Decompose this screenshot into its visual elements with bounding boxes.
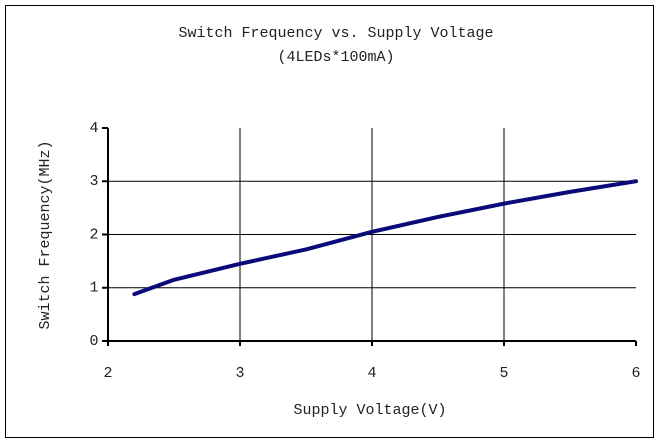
y-tick-label: 1 — [89, 280, 98, 297]
y-tick-label: 3 — [89, 173, 98, 190]
x-tick-label: 4 — [367, 365, 376, 382]
line-series — [132, 179, 638, 297]
y-tick-label: 4 — [89, 120, 98, 137]
chart-frame — [5, 5, 654, 438]
x-tick-label: 6 — [631, 365, 640, 382]
x-axis-label: Supply Voltage(V) — [293, 402, 446, 419]
y-tick-label: 0 — [89, 333, 98, 350]
chart-title: Switch Frequency vs. Supply Voltage — [178, 25, 493, 42]
y-tick-label: 2 — [89, 226, 98, 243]
y-axis-label: Switch Frequency(MHz) — [37, 140, 54, 329]
chart-subtitle: (4LEDs*100mA) — [277, 49, 394, 66]
x-tick-label: 2 — [103, 365, 112, 382]
x-tick-label: 3 — [235, 365, 244, 382]
x-tick-label: 5 — [499, 365, 508, 382]
